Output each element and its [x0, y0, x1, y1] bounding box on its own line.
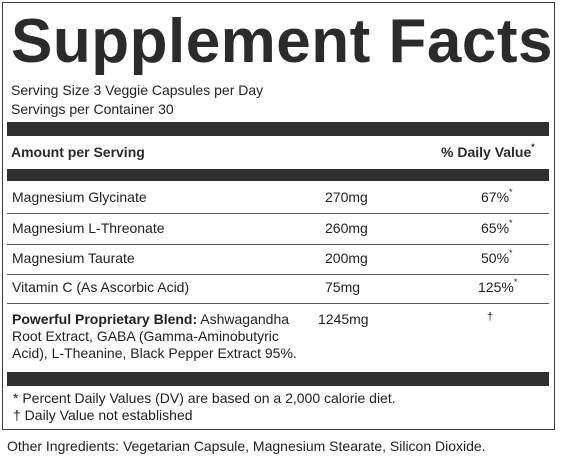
blend-label: Powerful Proprietary Blend:	[12, 311, 198, 327]
serving-size: Serving Size 3 Veggie Capsules per Day	[11, 82, 264, 98]
ingredient-name: Magnesium Taurate	[12, 250, 135, 266]
ingredient-amount: 270mg	[325, 189, 368, 205]
daily-value-header-mark: *	[531, 142, 535, 153]
dv-value: 67%	[481, 189, 510, 205]
ingredient-daily-value: 125%*	[478, 277, 518, 295]
dv-mark: *	[509, 248, 513, 259]
servings-per-container: Servings per Container 30	[11, 101, 174, 117]
footnote-dv-not-established: † Daily Value not established	[13, 407, 193, 423]
footnote-percent-dv: * Percent Daily Values (DV) are based on…	[13, 390, 396, 406]
ingredient-daily-value: 67%*	[481, 187, 513, 205]
ingredient-row: Magnesium Glycinate 270mg 67%*	[7, 183, 549, 214]
ingredient-daily-value: 65%*	[481, 218, 513, 236]
ingredient-name: Magnesium Glycinate	[12, 189, 147, 205]
daily-value-header-label: % Daily Value	[441, 144, 532, 160]
dv-mark: *	[513, 277, 518, 288]
dv-value: 65%	[481, 220, 510, 236]
ingredient-name: Magnesium L-Threonate	[12, 220, 165, 236]
thick-divider-top	[7, 122, 549, 136]
ingredient-row: Magnesium Taurate 200mg 50%*	[7, 244, 549, 275]
blend-contents: Ashwagandha Root Extract, GABA (Gamma-Am…	[12, 311, 297, 361]
dv-mark: *	[509, 218, 513, 229]
dv-mark: *	[509, 187, 513, 198]
daily-value-header: % Daily Value*	[441, 143, 535, 161]
dv-value: 50%	[481, 250, 510, 266]
thick-divider-middle	[7, 169, 549, 181]
ingredient-amount: 260mg	[325, 220, 368, 236]
proprietary-blend: Powerful Proprietary Blend: Ashwagandha …	[12, 311, 312, 362]
panel-title: Supplement Facts	[11, 7, 553, 76]
ingredient-row: Vitamin C (As Ascorbic Acid) 75mg 125%*	[7, 273, 549, 304]
ingredient-amount: 75mg	[325, 279, 361, 295]
ingredient-daily-value: 50%*	[481, 248, 513, 266]
supplement-facts-panel: Supplement Facts Serving Size 3 Veggie C…	[2, 2, 555, 430]
thick-divider-bottom	[7, 372, 549, 386]
other-ingredients: Other Ingredients: Vegetarian Capsule, M…	[7, 438, 486, 454]
ingredient-row: Magnesium L-Threonate 260mg 65%*	[7, 214, 549, 245]
amount-per-serving-header: Amount per Serving	[11, 144, 145, 160]
ingredient-amount: 200mg	[325, 250, 368, 266]
ingredient-name: Vitamin C (As Ascorbic Acid)	[12, 279, 190, 295]
dv-value: 125%	[478, 279, 514, 295]
blend-amount: 1245mg	[318, 311, 369, 327]
blend-daily-value: †	[487, 311, 494, 323]
